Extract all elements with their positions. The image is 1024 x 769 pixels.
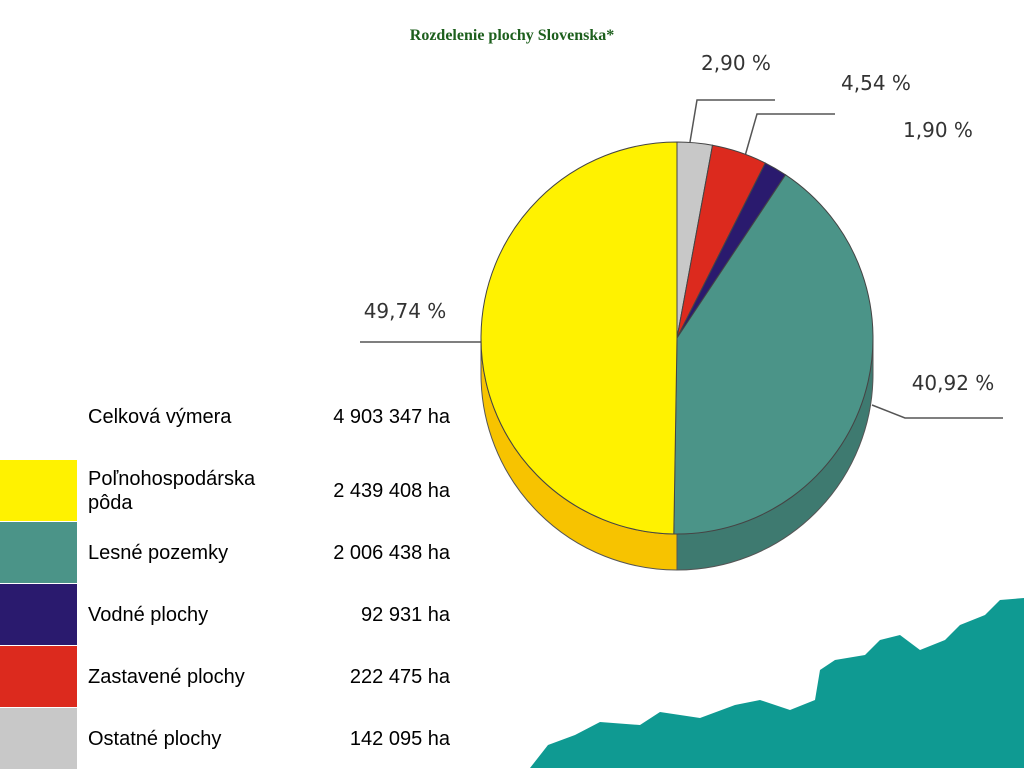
leader-line bbox=[744, 113, 835, 157]
row-value: 92 931 ha bbox=[361, 603, 450, 626]
row-value: 2 439 408 ha bbox=[333, 479, 450, 502]
slice-label: 40,92 % bbox=[912, 371, 995, 395]
slice-label: 1,90 % bbox=[903, 118, 973, 142]
pie-slice bbox=[673, 174, 874, 535]
row-value: 142 095 ha bbox=[349, 727, 450, 750]
legend-swatch bbox=[0, 646, 77, 707]
legend-swatch bbox=[0, 584, 77, 645]
row-value: 222 475 ha bbox=[349, 665, 450, 688]
chart-title: Rozdelenie plochy Slovenska* bbox=[410, 27, 614, 44]
leader-line bbox=[689, 99, 775, 143]
slice-label: 2,90 % bbox=[701, 51, 771, 75]
leader-line bbox=[871, 404, 1003, 419]
row-label: Vodné plochy bbox=[88, 603, 209, 626]
row-label: Poľnohospodárska pôda bbox=[88, 467, 256, 514]
row-label: Zastavené plochy bbox=[88, 665, 245, 688]
mountains bbox=[530, 598, 1024, 768]
slice-label: 49,74 % bbox=[364, 299, 447, 323]
pie-slice bbox=[480, 141, 678, 535]
row-label: Ostatné plochy bbox=[88, 727, 222, 750]
legend-swatch bbox=[0, 522, 77, 583]
row-label: Celková výmera bbox=[88, 405, 232, 428]
legend-swatch bbox=[0, 460, 77, 521]
slice-label: 4,54 % bbox=[841, 71, 911, 95]
row-value: 4 903 347 ha bbox=[333, 405, 450, 428]
row-label: Lesné pozemky bbox=[88, 541, 229, 564]
row-value: 2 006 438 ha bbox=[333, 541, 450, 564]
legend-swatch bbox=[0, 708, 77, 769]
